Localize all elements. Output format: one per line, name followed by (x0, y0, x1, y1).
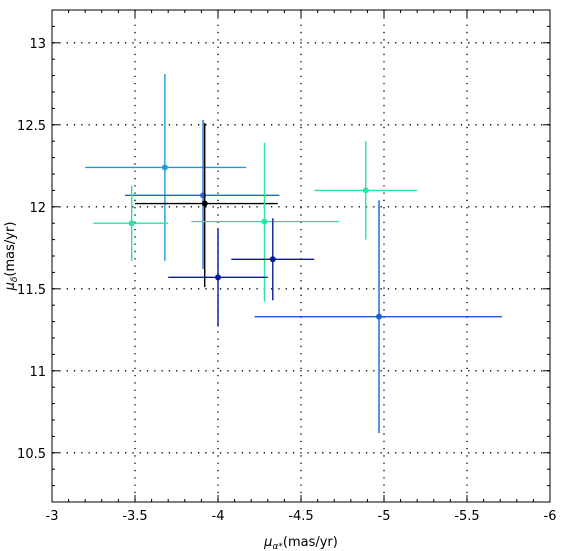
data-point (261, 218, 268, 225)
data-point-group (168, 228, 268, 327)
tick-labels: -3 -3.5 -4 -4.5 -5 -5.5 -6 10.5 11 11.5 12 12.5 13 (17, 37, 556, 524)
data-point (362, 187, 369, 194)
data-point-group (254, 200, 502, 434)
data-point (215, 274, 221, 281)
plot-frame (51, 9, 551, 503)
data-point-group (93, 185, 169, 261)
y-tick-label: 11.5 (17, 283, 46, 298)
y-axis-label: μδ(mas/yr) (3, 222, 20, 292)
y-tick-label: 10.5 (17, 447, 46, 462)
x-tick-label: -4 (212, 509, 225, 524)
data-point (161, 164, 168, 171)
x-tick-label: -5 (378, 509, 391, 524)
grid-lines (52, 10, 550, 502)
x-tick-label: -3.5 (122, 509, 147, 524)
data-point-group (85, 73, 247, 261)
data-series (85, 73, 502, 434)
data-point (201, 200, 208, 207)
x-tick-label: -6 (544, 509, 557, 524)
data-point (376, 313, 383, 320)
y-tick-label: 11 (29, 365, 46, 380)
data-point-group (135, 123, 278, 288)
data-point-group (191, 142, 340, 302)
data-point (269, 256, 276, 263)
data-point-group (125, 119, 280, 270)
data-point-group (314, 141, 418, 240)
data-point (128, 220, 135, 227)
y-tick-label: 12.5 (17, 119, 46, 134)
y-tick-label: 13 (29, 37, 46, 52)
x-tick-label: -4.5 (288, 509, 313, 524)
x-tick-label: -5.5 (454, 509, 479, 524)
data-point-group (231, 218, 315, 301)
y-tick-label: 12 (29, 201, 46, 216)
x-axis-label: μα*(mas/yr) (263, 535, 338, 551)
x-tick-label: -3 (46, 509, 59, 524)
